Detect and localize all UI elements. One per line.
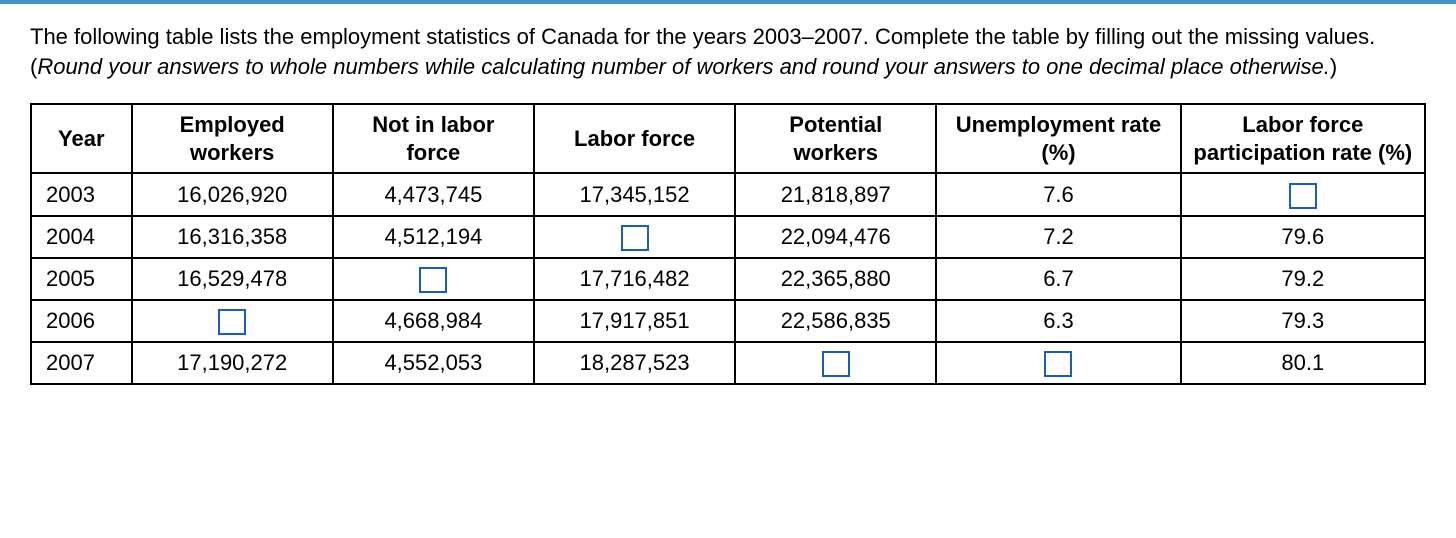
answer-input[interactable]	[1289, 183, 1317, 209]
cell-value: 17,190,272	[132, 342, 333, 384]
col-header-year: Year	[31, 104, 132, 173]
cell-value: 4,512,194	[333, 216, 534, 258]
cell-value: 4,473,745	[333, 173, 534, 215]
table-row: 2006 4,668,98417,917,85122,586,8356.379.3	[31, 300, 1425, 342]
table-row: 200416,316,3584,512,194 22,094,4767.279.6	[31, 216, 1425, 258]
cell-value: 2007	[31, 342, 132, 384]
question-italic: Round your answers to whole numbers whil…	[37, 54, 1330, 79]
cell-input	[132, 300, 333, 342]
cell-value: 6.7	[936, 258, 1180, 300]
cell-input	[534, 216, 735, 258]
cell-value: 16,316,358	[132, 216, 333, 258]
cell-value: 6.3	[936, 300, 1180, 342]
cell-value: 79.6	[1181, 216, 1425, 258]
cell-input	[735, 342, 936, 384]
answer-input[interactable]	[822, 351, 850, 377]
answer-input[interactable]	[419, 267, 447, 293]
cell-value: 17,917,851	[534, 300, 735, 342]
col-header-laborforce: Labor force	[534, 104, 735, 173]
answer-input[interactable]	[218, 309, 246, 335]
cell-input	[333, 258, 534, 300]
cell-value: 21,818,897	[735, 173, 936, 215]
col-header-potential: Potential workers	[735, 104, 936, 173]
cell-value: 16,529,478	[132, 258, 333, 300]
content-area: The following table lists the employment…	[0, 4, 1456, 415]
table-row: 200516,529,478 17,716,48222,365,8806.779.…	[31, 258, 1425, 300]
cell-value: 4,552,053	[333, 342, 534, 384]
cell-value: 16,026,920	[132, 173, 333, 215]
cell-value: 4,668,984	[333, 300, 534, 342]
cell-value: 79.3	[1181, 300, 1425, 342]
cell-input	[1181, 173, 1425, 215]
cell-value: 2003	[31, 173, 132, 215]
cell-value: 79.2	[1181, 258, 1425, 300]
col-header-lfpr: Labor force participation rate (%)	[1181, 104, 1425, 173]
cell-value: 17,345,152	[534, 173, 735, 215]
answer-input[interactable]	[1044, 351, 1072, 377]
col-header-unemprate: Unemployment rate (%)	[936, 104, 1180, 173]
col-header-employed: Employed workers	[132, 104, 333, 173]
cell-value: 18,287,523	[534, 342, 735, 384]
cell-value: 22,586,835	[735, 300, 936, 342]
cell-value: 7.6	[936, 173, 1180, 215]
employment-table: Year Employed workers Not in labor force…	[30, 103, 1426, 385]
table-row: 200316,026,9204,473,74517,345,15221,818,…	[31, 173, 1425, 215]
cell-input	[936, 342, 1180, 384]
table-body: 200316,026,9204,473,74517,345,15221,818,…	[31, 173, 1425, 384]
cell-value: 17,716,482	[534, 258, 735, 300]
table-row: 200717,190,2724,552,05318,287,523 80.1	[31, 342, 1425, 384]
col-header-nilf: Not in labor force	[333, 104, 534, 173]
cell-value: 2004	[31, 216, 132, 258]
table-header-row: Year Employed workers Not in labor force…	[31, 104, 1425, 173]
question-text: The following table lists the employment…	[30, 22, 1426, 81]
answer-input[interactable]	[621, 225, 649, 251]
cell-value: 80.1	[1181, 342, 1425, 384]
cell-value: 22,094,476	[735, 216, 936, 258]
cell-value: 22,365,880	[735, 258, 936, 300]
question-part2: )	[1330, 54, 1337, 79]
cell-value: 2006	[31, 300, 132, 342]
cell-value: 7.2	[936, 216, 1180, 258]
cell-value: 2005	[31, 258, 132, 300]
